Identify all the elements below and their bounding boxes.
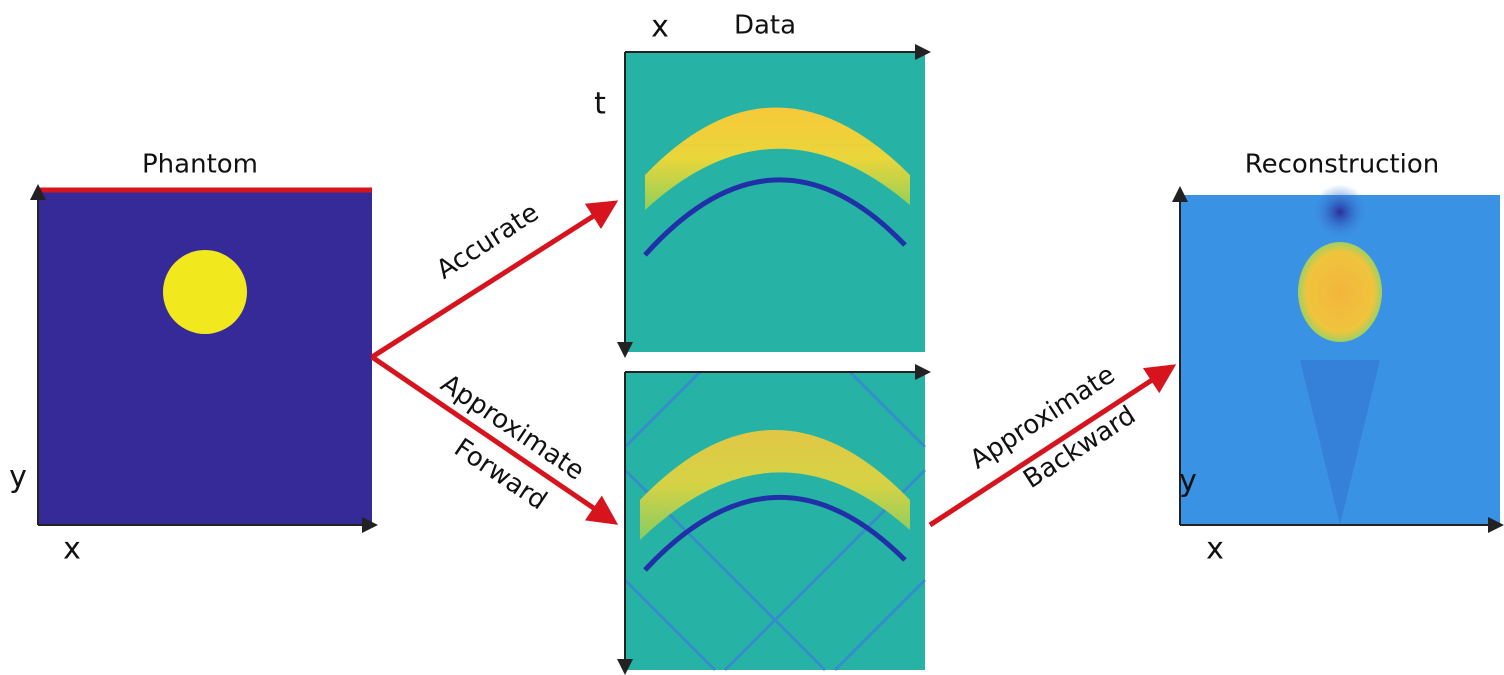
axis-label: x — [63, 532, 81, 567]
data-panel: x Data t — [594, 10, 929, 357]
data-image — [625, 52, 925, 352]
axis-label: y — [9, 460, 27, 495]
diagram: Phantom y x x Data t Reconstruction y x … — [0, 0, 1504, 675]
reconstruction-panel: Reconstruction y x — [1179, 150, 1502, 567]
artifact — [1312, 184, 1368, 240]
axis-label: x — [1206, 532, 1224, 567]
phantom-image — [38, 190, 372, 525]
arrow-label: Accurate — [431, 198, 544, 286]
panel-title: Data — [734, 11, 796, 41]
axis-label: y — [1179, 464, 1197, 499]
panel-title: Reconstruction — [1245, 150, 1440, 180]
arrow — [372, 357, 614, 522]
reconstructed-disc — [1298, 242, 1382, 342]
arrow — [930, 367, 1172, 525]
panel-title: Phantom — [142, 150, 258, 180]
phantom-disc — [163, 250, 247, 334]
axis-label: x — [651, 10, 669, 45]
axis-label: t — [594, 87, 606, 122]
approx-data-panel — [625, 372, 929, 673]
phantom-panel: Phantom y x — [9, 150, 376, 567]
